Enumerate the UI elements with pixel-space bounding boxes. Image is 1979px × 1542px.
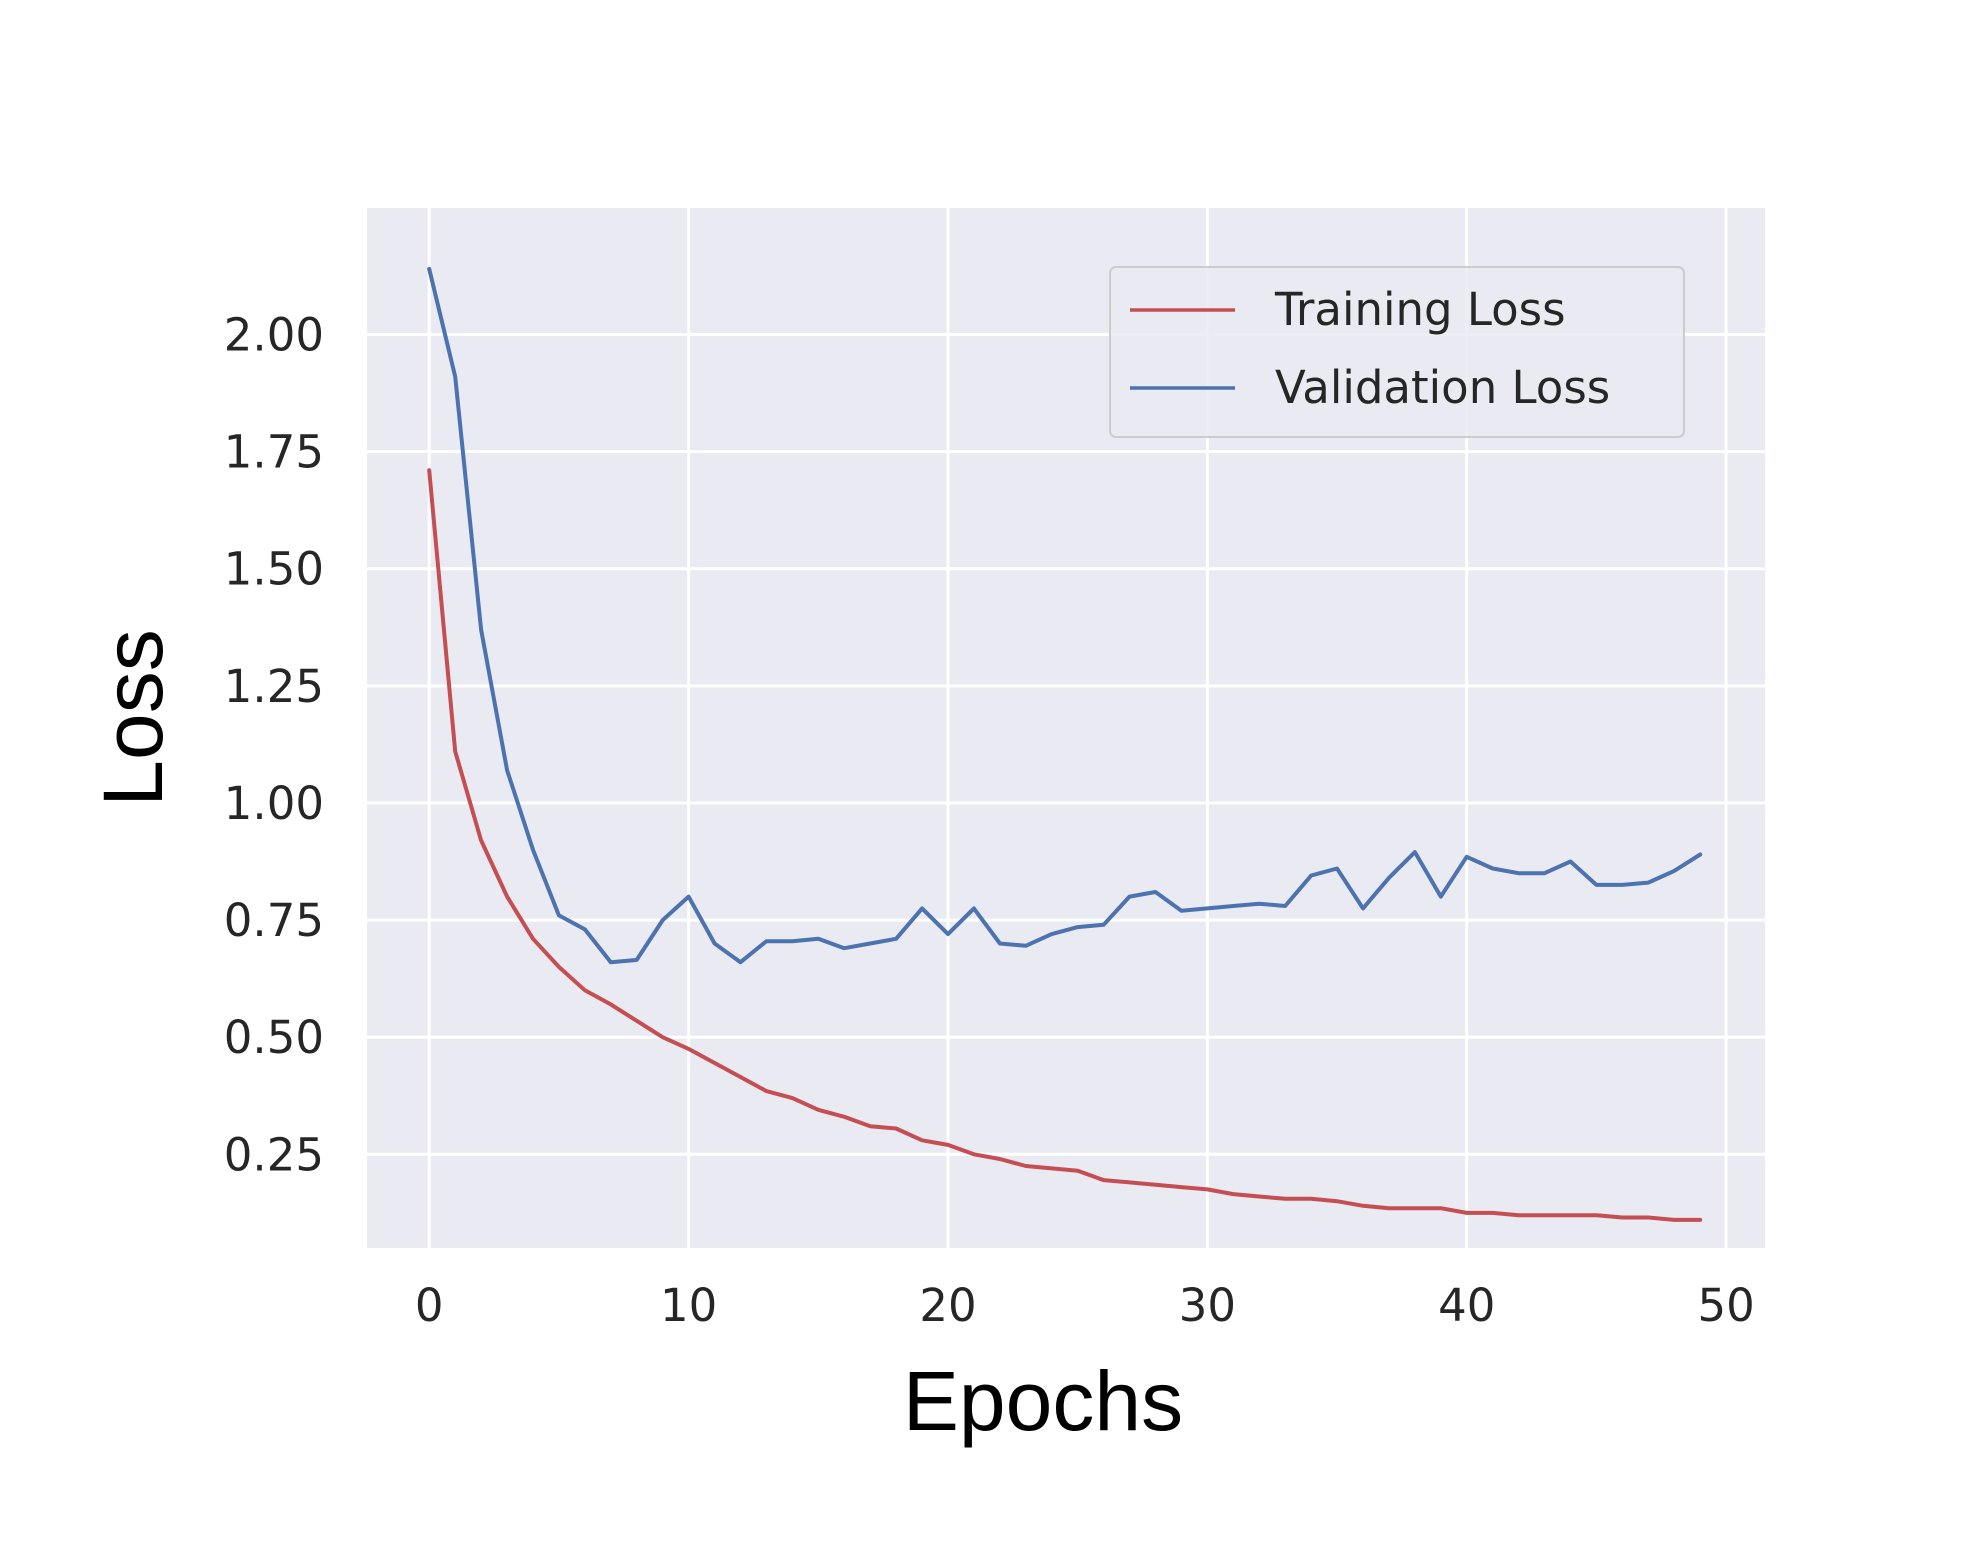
y-tick-labels: 0.25 0.50 0.75 1.00 1.25 1.50 1.75 2.00	[224, 308, 324, 1181]
y-tick-label: 0.75	[224, 894, 324, 947]
y-tick-label: 0.25	[224, 1128, 324, 1181]
legend-box	[1109, 266, 1685, 438]
legend-label-training-loss: Training Loss	[1274, 283, 1566, 336]
y-tick-label: 2.00	[224, 308, 324, 361]
x-tick-labels: 0 10 20 30 40 50	[415, 1279, 1755, 1332]
y-tick-label: 1.00	[224, 777, 324, 830]
x-tick-label: 40	[1438, 1279, 1495, 1332]
x-tick-label: 10	[660, 1279, 717, 1332]
series-line-validation-loss	[427, 266, 1703, 965]
x-tick-label: 0	[415, 1279, 444, 1332]
legend-label-validation-loss: Validation Loss	[1275, 361, 1610, 414]
x-tick-label: 20	[919, 1279, 976, 1332]
y-tick-label: 1.25	[224, 660, 324, 713]
y-tick-label: 0.50	[224, 1011, 324, 1064]
x-tick-label: 50	[1697, 1279, 1754, 1332]
y-axis-title: Loss	[86, 629, 180, 806]
series-lines	[427, 266, 1703, 1222]
grid-lines	[367, 208, 1765, 1248]
y-tick-label: 1.75	[224, 426, 324, 479]
legend: Training Loss Validation Loss	[1109, 266, 1685, 438]
x-tick-label: 30	[1179, 1279, 1236, 1332]
x-axis-title: Epochs	[903, 1354, 1183, 1448]
y-tick-label: 1.50	[224, 543, 324, 596]
series-line-training-loss	[427, 468, 1703, 1222]
